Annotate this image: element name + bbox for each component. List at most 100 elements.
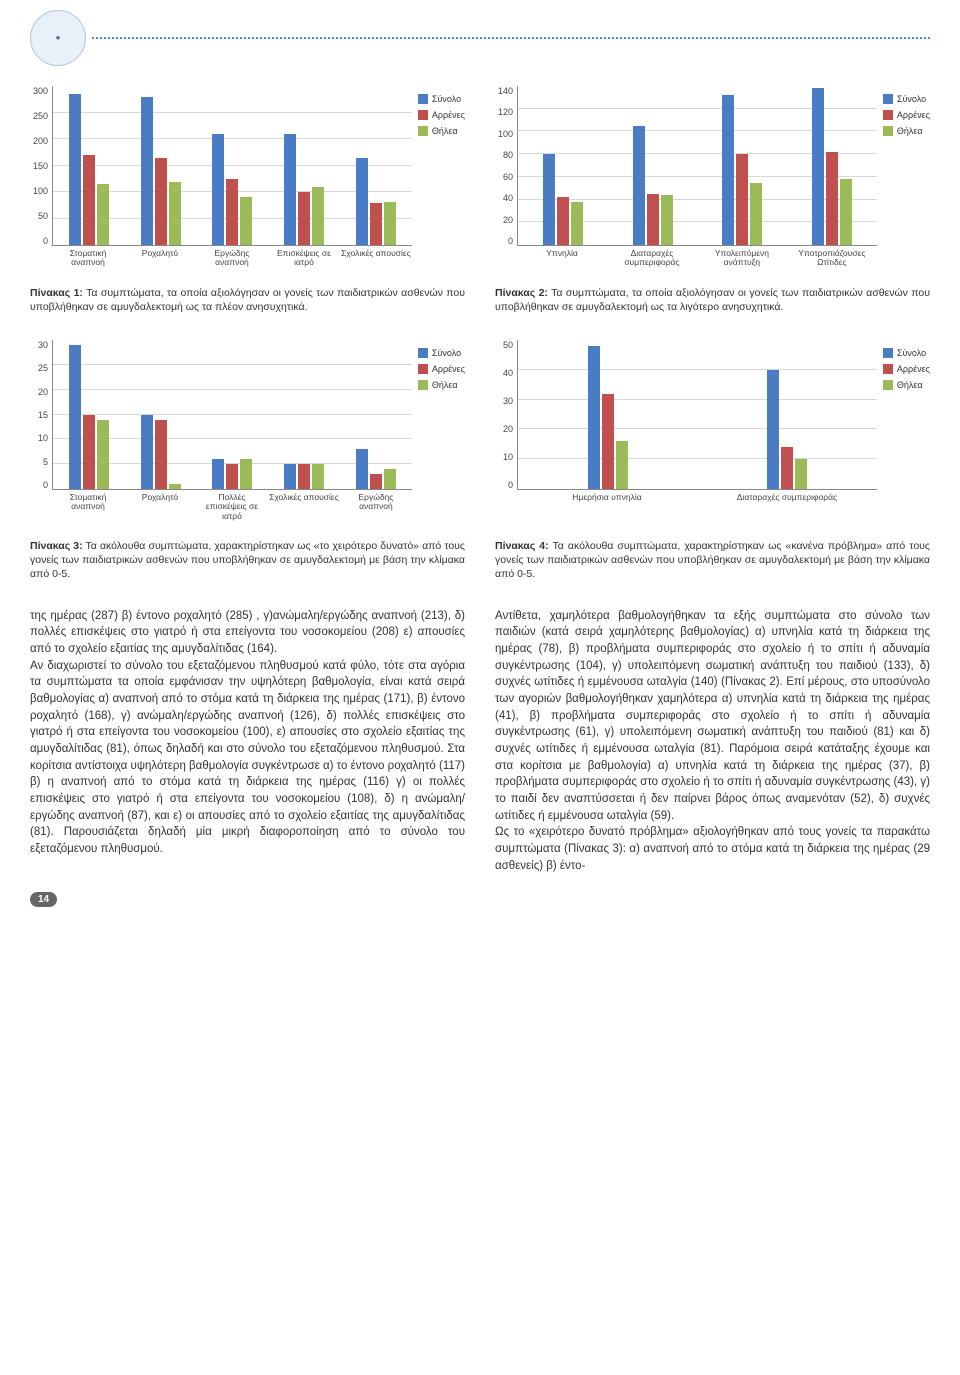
caption-1-label: Πίνακας 1: — [30, 287, 83, 299]
chart-3: 302520151050 Στοματική αναπνοήΡοχαλητόΠο… — [30, 340, 465, 521]
body-right-para: Αντίθετα, χαμηλότερα βαθμολογήθηκαν τα ε… — [495, 608, 930, 875]
ytick-label: 100 — [33, 186, 48, 196]
chart-1-yaxis: 300250200150100500 — [30, 86, 52, 246]
chart-4-xaxis: Ημερήσια υπνηλίαΔιαταραχές συμπεριφοράς — [495, 493, 877, 502]
bar — [736, 154, 748, 245]
legend-item: Σύνολο — [883, 348, 930, 358]
legend-label: Αρρένες — [432, 364, 465, 374]
ytick-label: 140 — [498, 86, 513, 96]
bar — [781, 447, 793, 489]
bar — [97, 184, 109, 245]
body-text-left: της ημέρας (287) β) έντονο ροχαλητό (285… — [30, 608, 465, 875]
legend-item: Αρρένες — [418, 364, 465, 374]
bar — [750, 183, 762, 245]
ytick-label: 200 — [33, 136, 48, 146]
bar-groups — [518, 86, 877, 245]
bar — [840, 179, 852, 245]
bar — [69, 94, 81, 245]
xtick-label: Στοματική αναπνοή — [52, 493, 124, 521]
chart-row-2: 302520151050 Στοματική αναπνοήΡοχαλητόΠο… — [30, 340, 930, 521]
ytick-label: 0 — [508, 236, 513, 246]
legend-label: Θήλεα — [897, 126, 923, 136]
legend-swatch — [883, 348, 893, 358]
ytick-label: 250 — [33, 111, 48, 121]
legend-swatch — [418, 380, 428, 390]
legend-item: Σύνολο — [418, 348, 465, 358]
caption-3-label: Πίνακας 3: — [30, 540, 83, 552]
chart-row-1: 300250200150100500 Στοματική αναπνοήΡοχα… — [30, 86, 930, 268]
bar — [661, 195, 673, 245]
page-number: 14 — [30, 892, 57, 907]
bar — [155, 158, 167, 245]
page-header: ● — [30, 10, 930, 66]
caption-2-text: Τα συμπτώματα, τα οποία αξιολόγησαν οι γ… — [495, 287, 930, 313]
xtick-label: Σχολικές απουσίες — [340, 249, 412, 268]
bar-group — [340, 340, 412, 489]
bar-group — [697, 86, 787, 245]
chart-4-yaxis: 50403020100 — [495, 340, 517, 490]
legend-label: Θήλεα — [897, 380, 923, 390]
ytick-label: 30 — [38, 340, 48, 350]
ytick-label: 60 — [503, 172, 513, 182]
legend-swatch — [883, 94, 893, 104]
xtick-label: Ημερήσια υπνηλία — [517, 493, 697, 502]
legend-swatch — [418, 364, 428, 374]
legend-label: Αρρένες — [897, 364, 930, 374]
bar — [356, 158, 368, 245]
bar — [722, 95, 734, 245]
bar — [212, 459, 224, 489]
caption-4: Πίνακας 4: Τα ακόλουθα συμπτώματα, χαρακ… — [495, 539, 930, 582]
ytick-label: 50 — [503, 340, 513, 350]
bar-groups — [53, 86, 412, 245]
ytick-label: 20 — [503, 215, 513, 225]
legend-swatch — [418, 94, 428, 104]
bar-group — [197, 340, 269, 489]
body-text: της ημέρας (287) β) έντονο ροχαλητό (285… — [30, 608, 930, 875]
bar — [767, 370, 779, 489]
bar — [633, 126, 645, 245]
bar-groups — [53, 340, 412, 489]
legend-item: Θήλεα — [883, 380, 930, 390]
bar — [284, 134, 296, 245]
ytick-label: 10 — [38, 433, 48, 443]
caption-4-label: Πίνακας 4: — [495, 540, 549, 552]
bar — [226, 464, 238, 489]
bar — [141, 97, 153, 245]
bar — [602, 394, 614, 489]
caption-row-2: Πίνακας 3: Τα ακόλουθα συμπτώματα, χαρακ… — [30, 529, 930, 600]
bar — [240, 459, 252, 489]
bar — [370, 203, 382, 245]
bar-group — [125, 340, 197, 489]
legend-label: Θήλεα — [432, 126, 458, 136]
xtick-label: Πολλές επισκέψεις σε ιατρό — [196, 493, 268, 521]
bar — [155, 420, 167, 490]
legend-item: Σύνολο — [883, 94, 930, 104]
bar — [812, 88, 824, 245]
bar — [312, 187, 324, 245]
bar — [83, 415, 95, 490]
ytick-label: 20 — [503, 424, 513, 434]
caption-1: Πίνακας 1: Τα συμπτώματα, τα οποία αξιολ… — [30, 286, 465, 314]
chart-1-xaxis: Στοματική αναπνοήΡοχαλητόΕργώδης αναπνοή… — [30, 249, 412, 268]
xtick-label: Υπνηλία — [517, 249, 607, 268]
legend-item: Θήλεα — [418, 380, 465, 390]
legend-swatch — [418, 348, 428, 358]
ytick-label: 25 — [38, 363, 48, 373]
bar-group — [53, 340, 125, 489]
bar — [588, 346, 600, 489]
bar — [356, 449, 368, 489]
ytick-label: 0 — [508, 480, 513, 490]
legend-item: Θήλεα — [883, 126, 930, 136]
chart-2: 140120100806040200 ΥπνηλίαΔιαταραχές συμ… — [495, 86, 930, 268]
bar — [370, 474, 382, 489]
chart-4-legend: Σύνολο Αρρένες Θήλεα — [877, 340, 930, 502]
bar — [169, 182, 181, 245]
ytick-label: 0 — [43, 236, 48, 246]
bar — [240, 197, 252, 245]
legend-label: Σύνολο — [897, 94, 926, 104]
bar — [226, 179, 238, 245]
chart-2-yaxis: 140120100806040200 — [495, 86, 517, 246]
bar — [169, 484, 181, 489]
bar — [571, 202, 583, 245]
caption-2-label: Πίνακας 2: — [495, 287, 548, 299]
